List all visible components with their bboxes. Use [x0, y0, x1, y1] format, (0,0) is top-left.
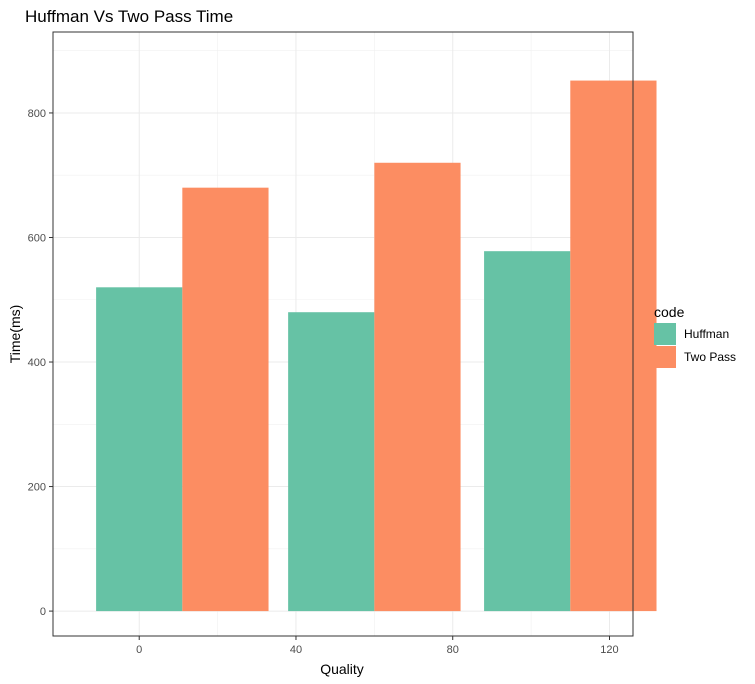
panel-border	[52, 31, 634, 637]
bar-huffman	[96, 287, 183, 612]
y-tick-label: 600	[28, 232, 46, 244]
legend-title: code	[654, 304, 685, 320]
legend-label: Two Pass	[684, 350, 736, 364]
bar-two-pass	[182, 187, 269, 612]
legend: code Huffman Two Pass	[654, 304, 736, 368]
x-axis: 0 40 80 120	[136, 636, 619, 656]
legend-key-two-pass	[654, 346, 676, 368]
bars	[96, 80, 657, 612]
y-axis-title: Time(ms)	[7, 305, 23, 364]
bar-huffman	[288, 312, 375, 612]
x-tick-label: 120	[600, 644, 618, 656]
y-tick-label: 200	[28, 482, 46, 494]
x-axis-title: Quality	[320, 661, 364, 677]
bar-two-pass	[374, 162, 461, 612]
bar-two-pass	[570, 80, 657, 612]
legend-key-huffman	[654, 323, 676, 345]
y-axis: 0 200 400 600 800	[28, 108, 53, 618]
x-tick-label: 80	[447, 644, 459, 656]
x-tick-label: 40	[290, 644, 302, 656]
legend-label: Huffman	[684, 327, 729, 341]
bar-huffman	[484, 251, 571, 612]
y-tick-label: 0	[40, 606, 46, 618]
x-tick-label: 0	[136, 644, 142, 656]
chart-title: Huffman Vs Two Pass Time	[25, 7, 233, 26]
y-tick-label: 800	[28, 108, 46, 120]
y-tick-label: 400	[28, 357, 46, 369]
